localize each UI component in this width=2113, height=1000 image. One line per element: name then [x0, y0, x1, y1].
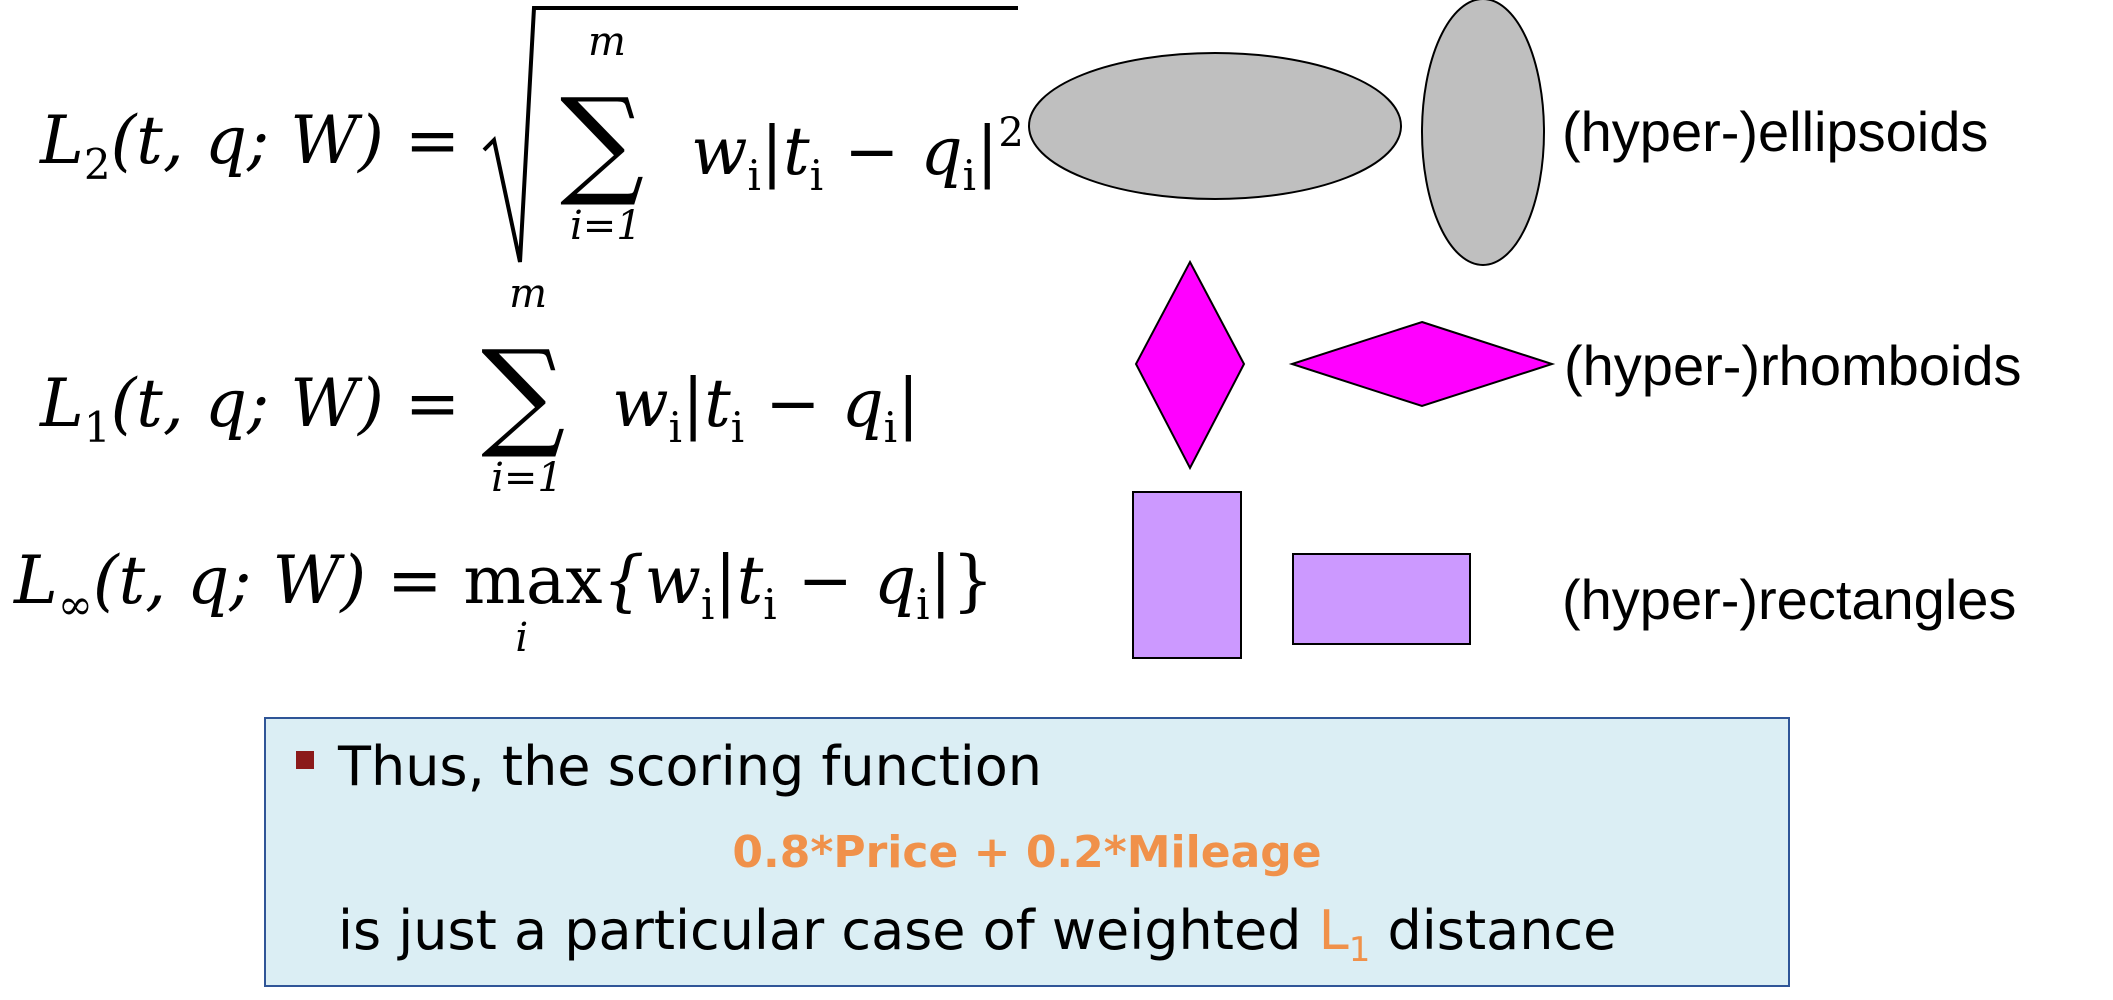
note-line-3: is just a particular case of weighted L1… — [338, 899, 1617, 970]
l2-body-w: w — [690, 113, 748, 190]
sqrt-sign — [482, 6, 1018, 263]
l1-sum-symbol: ∑ — [481, 324, 566, 462]
linf-max: max i — [463, 542, 603, 661]
l2-sub: 2 — [83, 140, 111, 189]
label-rectangles: (hyper-)rectangles — [1562, 568, 2017, 631]
rhombus-horizontal — [1288, 320, 1556, 408]
ellipse-vertical — [1421, 0, 1545, 266]
note-line-1: Thus, the scoring function — [338, 735, 1043, 798]
note-highlight: L1 — [1318, 899, 1371, 970]
label-ellipsoids: (hyper-)ellipsoids — [1562, 100, 1989, 163]
l2-letter: L — [40, 102, 84, 179]
label-rhomboids: (hyper-)rhomboids — [1564, 334, 2022, 397]
ellipse-horizontal — [1028, 52, 1402, 200]
l2-args: (t, q; W) = — [110, 102, 461, 179]
formula-l1: L1(t, q; W) = m ∑ i=1 wi|ti − qi| — [40, 271, 920, 501]
rhombus-vertical — [1134, 259, 1246, 471]
formula-l2-body: m ∑ i=1 wi|ti − qi|2 — [560, 19, 1024, 249]
linf-letter: L — [14, 542, 58, 619]
formula-l2: L2(t, q; W) = — [40, 108, 460, 186]
rectangle-vertical — [1132, 491, 1242, 659]
l2-sum-top: m — [588, 19, 626, 65]
note-formula: 0.8*Price + 0.2*Mileage — [732, 827, 1322, 878]
l2-square: 2 — [998, 110, 1024, 156]
formula-linf: L∞(t, q; W) = max i {wi|ti − qi|} — [14, 542, 994, 661]
l2-sum-symbol: ∑ — [560, 72, 645, 210]
bullet-icon — [296, 751, 314, 769]
l2-sum-bottom: i=1 — [570, 203, 642, 249]
rectangle-horizontal — [1292, 553, 1471, 645]
note-box: Thus, the scoring function 0.8*Price + 0… — [264, 717, 1790, 987]
l1-letter: L — [40, 365, 84, 442]
l1-sum: m ∑ i=1 — [481, 271, 566, 501]
l2-sum: m ∑ i=1 — [560, 22, 670, 246]
